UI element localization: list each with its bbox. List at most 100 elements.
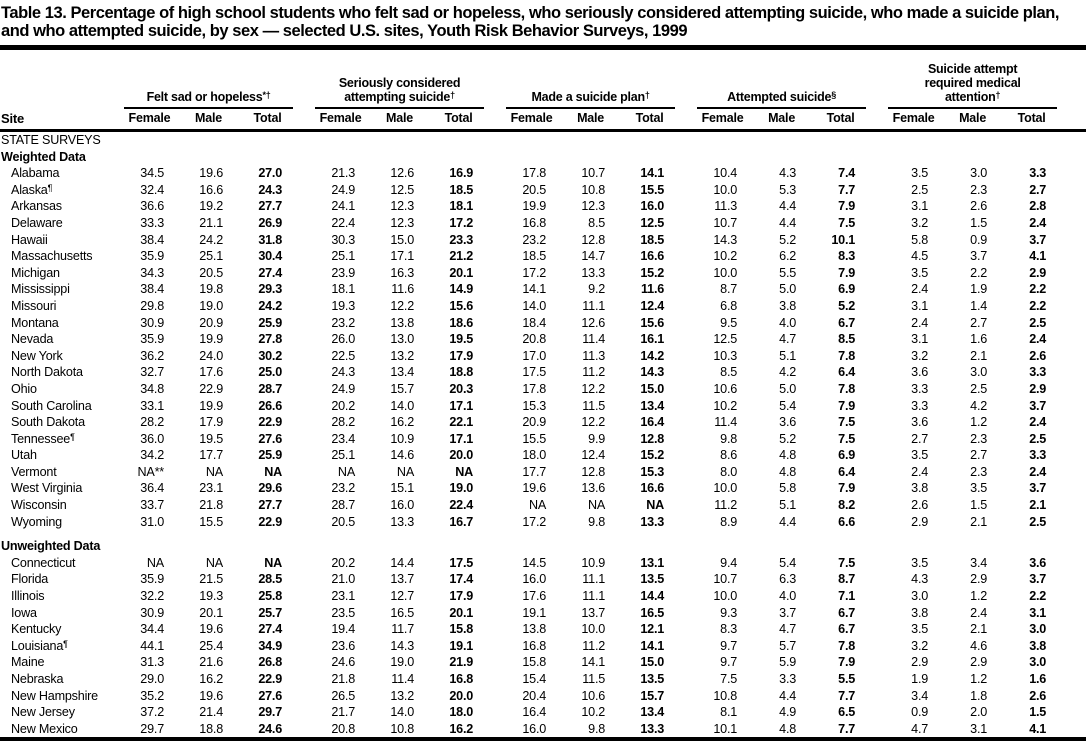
value-cell: 2.4 [1029,332,1047,347]
column-gap [297,571,311,588]
site-name: Montana [11,315,59,330]
value-cell: 8.7 [720,282,738,297]
value-cell: 16.0 [640,199,665,214]
column-gap [870,182,884,199]
table-row: Iowa 30.9 20.1 25.7 23.5 16.5 20.1 19.1 13.7 16.5… [0,605,1086,622]
value-cell: 15.5 [522,431,547,446]
column-gap [870,331,884,348]
value-cell: 16.5 [640,605,665,620]
value-cell: 22.1 [449,415,474,430]
value-cell: 16.3 [390,265,415,280]
value-cell: 4.4 [779,514,797,529]
value-cell: 18.5 [640,232,665,247]
value-cell: 12.8 [640,431,665,446]
value-cell: 25.1 [331,249,356,264]
column-gap [488,348,502,365]
value-cell: 3.5 [911,555,929,570]
value-cell: 19.3 [199,589,223,604]
value-cell: NA [587,498,606,513]
value-cell: 10.3 [713,348,738,363]
column-gap [297,381,311,398]
value-cell: 3.1 [911,332,929,347]
site-name: New Hampshire [11,688,98,703]
value-cell: 23.6 [331,638,356,653]
column-gap [297,480,311,497]
footnote-marker: † [995,89,1001,100]
value-cell: 4.7 [779,332,797,347]
column-gap [870,248,884,265]
column-gap [488,165,502,182]
table-row: Ohio 34.8 22.9 28.7 24.9 15.7 20.3 17.8 12.2 15.0… [0,381,1086,398]
site-name: Arkansas [11,199,62,214]
table-row: Illinois 32.2 19.3 25.8 23.1 12.7 17.9 17.6 11.1… [0,588,1086,605]
value-cell: 2.7 [1029,182,1047,197]
table-row: New York 36.2 24.0 30.2 22.5 13.2 17.9 17.0 11.3… [0,348,1086,365]
value-cell: 2.9 [911,655,929,670]
value-cell: 3.2 [911,215,929,230]
value-cell: 21.5 [199,572,223,587]
value-cell: 11.2 [582,638,606,653]
value-cell: 3.8 [911,481,929,496]
value-cell: 20.9 [522,415,547,430]
value-cell: 16.5 [390,605,415,620]
column-gap [297,315,311,332]
value-cell: 10.7 [713,215,738,230]
value-cell: 7.9 [838,199,856,214]
value-cell: 2.4 [911,464,929,479]
data-table: Site Felt sad or hopeless*† Seriously co… [0,50,1086,741]
value-cell: 1.2 [970,672,988,686]
value-cell: 9.2 [588,282,606,297]
value-cell: 5.3 [779,182,797,197]
value-cell: 9.8 [588,721,606,736]
value-cell: 19.1 [449,638,474,653]
col-header-total: Total [429,109,489,132]
value-cell: 14.1 [522,282,547,297]
value-cell: 13.4 [640,705,665,720]
value-cell: 13.4 [390,365,415,380]
value-cell: 12.3 [390,215,415,230]
value-cell: 24.0 [199,348,223,363]
column-gap [297,348,311,365]
value-cell: 8.5 [838,332,856,347]
value-cell: 12.8 [581,464,606,479]
value-cell: 1.6 [970,332,988,347]
value-cell: 32.2 [140,589,164,604]
value-cell: 3.3 [1029,166,1047,181]
value-cell: 2.5 [1029,431,1047,446]
column-gap [297,464,311,481]
column-gap [679,555,693,572]
value-cell: 34.4 [140,622,164,637]
footnote-marker: ¶ [47,182,53,193]
value-cell: 12.2 [390,298,415,313]
value-cell: 3.8 [911,605,929,620]
value-cell: 27.6 [258,431,283,446]
column-gap [870,265,884,282]
column-gap [297,514,311,531]
value-cell: 20.1 [449,265,474,280]
value-cell: 4.5 [911,249,929,264]
column-gap [488,381,502,398]
value-cell: 4.4 [779,199,797,214]
value-cell: 3.0 [1029,655,1047,670]
value-cell: 15.6 [640,315,665,330]
column-gap [488,654,502,671]
value-cell: 10.1 [713,721,738,736]
column-gap [488,265,502,282]
value-cell: 17.4 [449,572,474,587]
footnote-marker: ¶ [70,431,75,442]
value-cell: 15.8 [522,655,547,670]
value-cell: 1.4 [970,298,988,313]
value-cell: 1.2 [970,415,988,430]
column-gap [297,588,311,605]
column-gap [679,281,693,298]
value-cell: 3.6 [779,415,797,430]
value-cell: 33.7 [140,498,164,513]
value-cell: 15.0 [390,232,415,247]
value-cell: 21.8 [331,672,356,686]
value-cell: 4.2 [970,398,988,413]
value-cell: 10.7 [581,166,606,181]
value-cell: 23.3 [449,232,474,247]
value-cell: 8.1 [720,705,738,720]
value-cell: 1.5 [970,498,988,513]
column-gap [1061,50,1086,132]
